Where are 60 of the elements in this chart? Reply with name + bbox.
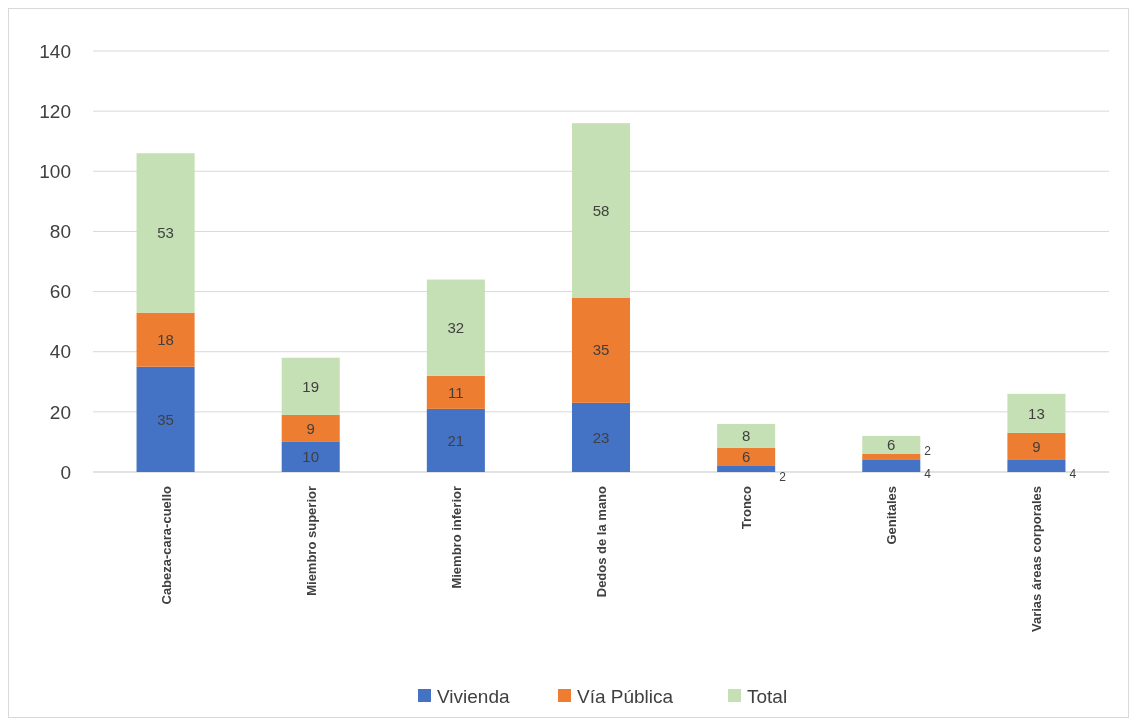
bar	[136, 153, 195, 313]
bar	[281, 441, 340, 472]
legend-label: Vivienda	[437, 685, 510, 707]
data-label: 32	[447, 318, 465, 336]
y-tick-label: 120	[39, 100, 71, 122]
bar	[717, 423, 776, 448]
y-tick-label: 0	[60, 461, 71, 483]
data-label: 21	[447, 431, 465, 449]
legend-label: Vía Pública	[577, 685, 674, 707]
bar	[571, 402, 631, 472]
bar	[136, 312, 195, 367]
x-tick-label: Cabeza-cara-cuello	[158, 485, 174, 605]
bar	[862, 453, 921, 460]
data-label: 13	[1028, 404, 1045, 422]
x-tick-label: Genitales	[884, 486, 900, 545]
legend-label: Total	[747, 685, 788, 707]
data-label: 19	[302, 377, 320, 395]
y-tick-label: 60	[49, 281, 71, 303]
bar	[717, 465, 776, 472]
data-label: 4	[924, 467, 932, 482]
y-tick-label: 80	[49, 221, 71, 243]
y-tick-label: 20	[49, 401, 71, 423]
bar	[862, 459, 921, 472]
data-label: 2	[779, 470, 787, 485]
bar	[281, 357, 340, 415]
bar	[1007, 432, 1066, 460]
data-label: 9	[306, 419, 315, 437]
bar	[862, 435, 921, 454]
data-label: 8	[741, 427, 751, 445]
x-tick-label: Tronco	[739, 485, 755, 530]
data-label: 18	[157, 330, 174, 348]
data-label: 10	[302, 448, 320, 466]
x-tick-label: Miembro superior	[303, 486, 319, 596]
y-tick-label: 140	[39, 40, 71, 62]
x-tick-label: Dedos de la mano	[594, 485, 609, 598]
data-label: 58	[592, 201, 610, 219]
data-label: 53	[157, 224, 174, 242]
x-tick-label: Miembro inferior	[448, 486, 464, 589]
bar	[136, 366, 195, 472]
x-tick-label: Varias áreas corporales	[1029, 486, 1045, 632]
bar	[571, 297, 631, 403]
data-label: 35	[157, 410, 174, 428]
bar	[281, 414, 340, 442]
bar	[1007, 459, 1066, 472]
data-label: 6	[741, 448, 751, 466]
bar	[426, 279, 485, 376]
y-tick-label: 40	[49, 341, 71, 363]
bar	[1007, 393, 1066, 433]
data-label: 2	[924, 444, 932, 459]
data-label: 9	[1032, 437, 1041, 455]
data-label: 6	[887, 436, 896, 454]
data-label: 4	[1069, 467, 1077, 482]
bar	[717, 447, 776, 466]
bar	[426, 408, 485, 472]
data-label: 35	[592, 341, 610, 359]
data-label: 23	[592, 428, 610, 446]
y-tick-label: 100	[39, 160, 71, 182]
data-label: 11	[448, 383, 464, 401]
bar	[571, 123, 631, 298]
bar	[426, 375, 485, 409]
